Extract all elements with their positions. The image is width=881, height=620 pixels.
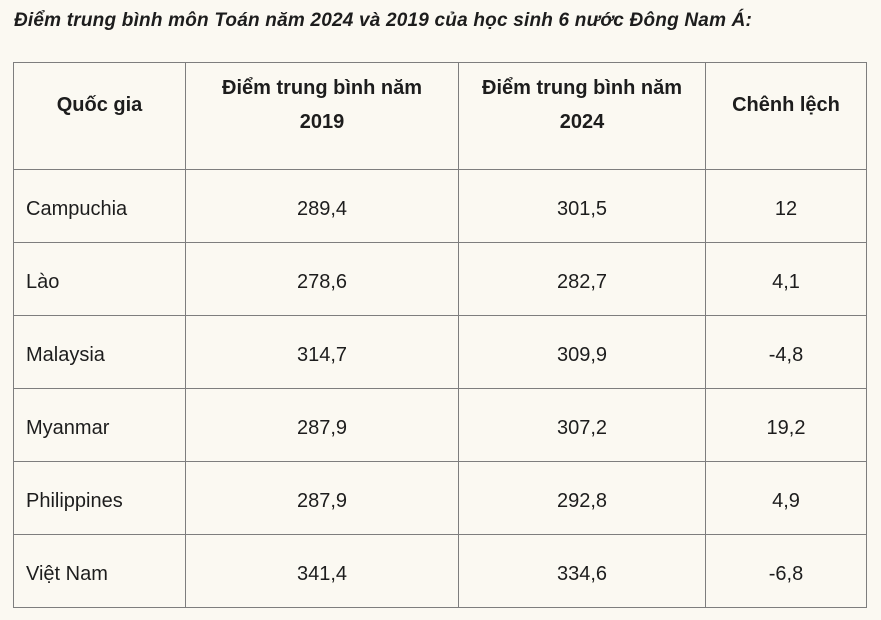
table-row: Campuchia 289,4 301,5 12 xyxy=(13,169,867,243)
table-row: Việt Nam 341,4 334,6 -6,8 xyxy=(13,534,867,608)
country-cell: Việt Nam xyxy=(13,534,186,608)
score-2019-cell: 278,6 xyxy=(185,242,459,316)
score-2024-cell: 282,7 xyxy=(458,242,706,316)
column-header-label: Quốc gia xyxy=(56,94,143,116)
score-2024-cell: 334,6 xyxy=(458,534,706,608)
table-row: Myanmar 287,9 307,2 19,2 xyxy=(13,388,867,462)
diff-cell: 4,1 xyxy=(705,242,867,316)
table-row: Lào 278,6 282,7 4,1 xyxy=(13,242,867,316)
diff-cell: -6,8 xyxy=(705,534,867,608)
score-2019-cell: 289,4 xyxy=(185,169,459,243)
table-row: Philippines 287,9 292,8 4,9 xyxy=(13,461,867,535)
country-cell: Myanmar xyxy=(13,388,186,462)
column-header-label: Điểm trung bình năm xyxy=(482,77,682,99)
score-2019-cell: 287,9 xyxy=(185,461,459,535)
column-header-score-2019: Điểm trung bình năm 2019 xyxy=(185,62,459,170)
column-header-label: Chênh lệch xyxy=(732,94,840,116)
country-cell: Lào xyxy=(13,242,186,316)
score-2019-cell: 314,7 xyxy=(185,315,459,389)
column-header-label: 2024 xyxy=(559,111,605,133)
diff-cell: 19,2 xyxy=(705,388,867,462)
score-2019-cell: 287,9 xyxy=(185,388,459,462)
diff-cell: 12 xyxy=(705,169,867,243)
diff-cell: -4,8 xyxy=(705,315,867,389)
table-row: Malaysia 314,7 309,9 -4,8 xyxy=(13,315,867,389)
column-header-country: Quốc gia xyxy=(13,62,186,170)
table-row: Quốc gia Điểm trung bình năm 2019 Điểm t… xyxy=(13,62,867,170)
column-header-score-2024: Điểm trung bình năm 2024 xyxy=(458,62,706,170)
diff-cell: 4,9 xyxy=(705,461,867,535)
score-2024-cell: 307,2 xyxy=(458,388,706,462)
score-2024-cell: 292,8 xyxy=(458,461,706,535)
score-2024-cell: 301,5 xyxy=(458,169,706,243)
score-2024-cell: 309,9 xyxy=(458,315,706,389)
column-header-label: 2019 xyxy=(299,111,345,133)
column-header-diff: Chênh lệch xyxy=(705,62,867,170)
score-2019-cell: 341,4 xyxy=(185,534,459,608)
column-header-label: Điểm trung bình năm xyxy=(222,77,422,99)
country-cell: Malaysia xyxy=(13,315,186,389)
scores-table: Quốc gia Điểm trung bình năm 2019 Điểm t… xyxy=(13,62,867,608)
table-header-row: Quốc gia Điểm trung bình năm 2019 Điểm t… xyxy=(13,62,867,170)
page-title: Điểm trung bình môn Toán năm 2024 và 201… xyxy=(14,10,753,31)
country-cell: Philippines xyxy=(13,461,186,535)
country-cell: Campuchia xyxy=(13,169,186,243)
